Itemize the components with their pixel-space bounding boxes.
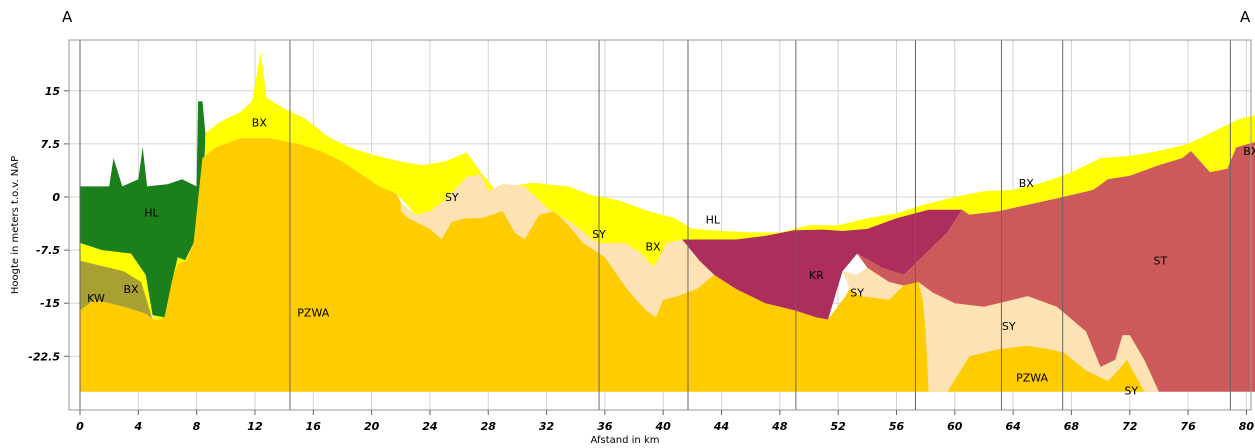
unit-label-pzwa-4: PZWA (297, 306, 329, 319)
unit-sy-6 (918, 282, 1159, 392)
y-tick-label-3: -7.5 (36, 244, 60, 257)
unit-st-8 (857, 142, 1255, 392)
unit-label-bx-1: BX (123, 283, 139, 296)
unit-label-hl-8: HL (706, 214, 721, 227)
unit-label-sy-10: SY (850, 287, 864, 300)
unit-label-sy-13: SY (1002, 320, 1016, 333)
x-tick-label-7: 28 (481, 420, 497, 433)
x-tick-label-1: 4 (133, 420, 142, 433)
unit-label-pzwa-14: PZWA (1016, 372, 1048, 385)
x-tick-label-11: 44 (713, 420, 729, 433)
x-tick-label-9: 36 (597, 420, 613, 433)
endpoint-label-right: A (1240, 8, 1251, 26)
x-tick-label-5: 20 (364, 420, 380, 433)
x-tick-label-8: 32 (539, 420, 555, 433)
unit-label-hl-0: HL (144, 207, 159, 220)
unit-label-sy-6: SY (592, 228, 606, 241)
x-tick-label-17: 68 (1064, 420, 1080, 433)
y-tick-label-0: 15 (45, 85, 61, 98)
x-tick-label-12: 48 (771, 420, 788, 433)
unit-sy-4 (400, 174, 715, 318)
x-tick-label-0: 0 (76, 420, 84, 433)
x-tick-label-16: 64 (1005, 420, 1020, 433)
y-tick-label-4: -15 (40, 297, 60, 310)
borehole-lines (79, 40, 1231, 410)
x-tick-label-14: 56 (889, 420, 905, 433)
x-tick-label-3: 12 (247, 420, 263, 433)
x-axis-title: Afstand in km (591, 435, 660, 446)
unit-label-kw-2: KW (87, 292, 105, 305)
y-axis-title: Hoogte in meters t.o.v. NAP (10, 156, 21, 294)
y-tick-label-1: 7.5 (41, 138, 61, 151)
y-tick-label-5: -22.5 (28, 350, 60, 363)
endpoint-label-left: A (62, 8, 73, 26)
unit-label-sy-15: SY (1124, 384, 1138, 397)
geological-units (80, 51, 1255, 392)
unit-sy-5 (842, 267, 904, 300)
x-tick-label-15: 60 (947, 420, 963, 433)
unit-label-bx-3: BX (252, 117, 268, 130)
x-tick-label-18: 72 (1122, 420, 1138, 433)
x-tick-label-2: 8 (193, 420, 201, 433)
plot-frame (68, 39, 1252, 411)
unit-label-bx-12: BX (1019, 177, 1035, 190)
unit-kw-2 (80, 260, 188, 328)
x-tick-label-4: 16 (306, 420, 322, 433)
x-tick-label-13: 52 (831, 420, 847, 433)
unit-hl-0 (80, 101, 206, 325)
unit-labels: HL BX KW BX PZWA SY SY BX HL KR SY ST BX SY PZWA SY BX (87, 117, 1255, 398)
unit-label-kr-9: KR (809, 269, 824, 282)
x-tick-label-19: 76 (1180, 420, 1196, 433)
unit-label-bx-7: BX (645, 241, 661, 254)
x-tick-label-6: 24 (422, 420, 437, 433)
unit-kr-7 (682, 209, 963, 320)
x-tick-label-10: 40 (655, 420, 672, 433)
unit-label-sy-5: SY (445, 191, 459, 204)
unit-label-bx-16: BX (1243, 145, 1255, 158)
unit-label-st-11: ST (1154, 255, 1168, 268)
y-tick-label-2: 0 (52, 191, 60, 204)
x-tick-label-20: 80 (1239, 420, 1255, 433)
axes: 0 4 8 12 16 20 24 28 32 36 40 44 48 52 56 60 64 68 72 76 801… (28, 39, 1255, 433)
